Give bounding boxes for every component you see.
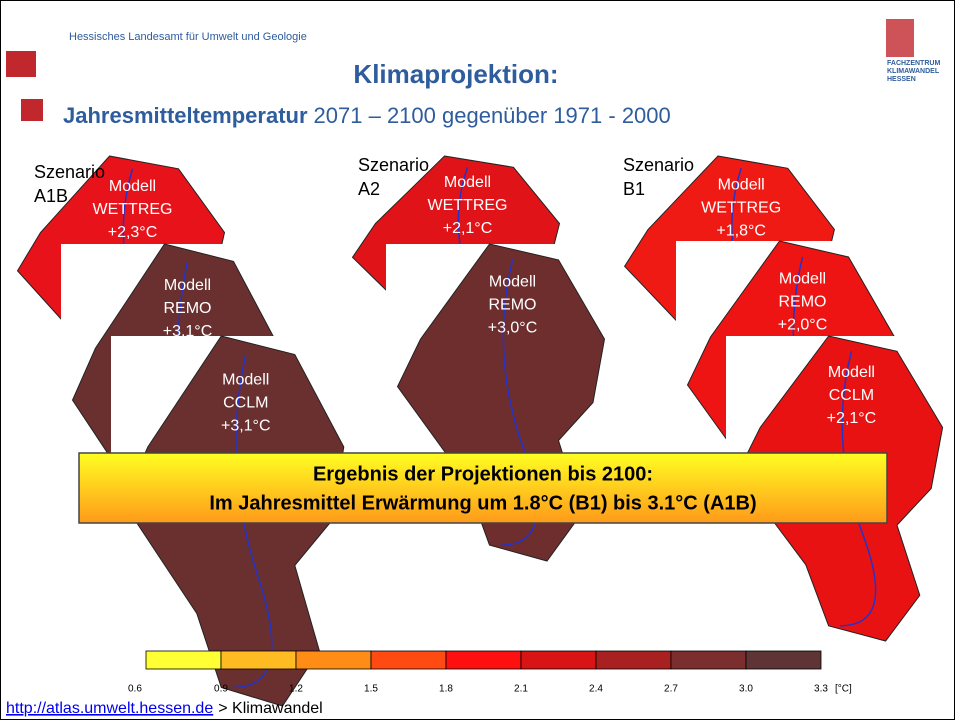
footer-link[interactable]: http://atlas.umwelt.hessen.de (6, 700, 213, 717)
colorbar-unit: [°C] (835, 684, 852, 695)
model-value: +3,1°C (221, 418, 271, 435)
model-value: +2,3°C (108, 224, 158, 241)
model-prefix: Modell (489, 273, 536, 290)
deco-square (6, 51, 36, 77)
colorbar-segment (596, 651, 671, 669)
model-value: +1,8°C (716, 223, 766, 240)
scenario-label: A2 (358, 179, 380, 199)
colorbar-tick: 1.5 (364, 684, 378, 695)
org-name: Hessisches Landesamt für Umwelt und Geol… (69, 31, 307, 43)
model-value: +2,1°C (443, 220, 493, 237)
model-name: CCLM (829, 387, 874, 404)
colorbar-tick: 2.4 (589, 684, 603, 695)
subtitle-rest: 2071 – 2100 gegenüber 1971 - 2000 (314, 103, 671, 128)
colorbar-tick: 2.1 (514, 684, 528, 695)
scenario-label: Szenario (358, 155, 429, 175)
subtitle-bold: Jahresmitteltemperatur (63, 103, 308, 128)
colorbar-segment (746, 651, 821, 669)
colorbar-tick: 0.9 (214, 684, 228, 695)
logo-text: HESSEN (887, 76, 916, 83)
model-prefix: Modell (109, 178, 156, 195)
model-prefix: Modell (164, 277, 211, 294)
colorbar-segment (221, 651, 296, 669)
model-name: REMO (164, 300, 212, 317)
model-value: +3,0°C (488, 319, 538, 336)
logo-map (886, 19, 914, 57)
slide-canvas: Hessisches Landesamt für Umwelt und Geol… (1, 1, 954, 719)
colorbar-tick: 3.3 (814, 684, 828, 695)
model-name: WETTREG (428, 197, 508, 214)
result-line: Ergebnis der Projektionen bis 2100: (313, 463, 653, 485)
logo-text: FACHZENTRUM (887, 60, 940, 67)
colorbar-segment (446, 651, 521, 669)
model-prefix: Modell (222, 372, 269, 389)
colorbar-tick: 3.0 (739, 684, 753, 695)
model-name: WETTREG (701, 200, 781, 217)
colorbar-tick: 1.8 (439, 684, 453, 695)
model-name: REMO (779, 294, 827, 311)
model-prefix: Modell (779, 271, 826, 288)
deco-square (21, 99, 43, 121)
slide: Hessisches Landesamt für Umwelt und Geol… (0, 0, 955, 720)
logo-text: KLIMAWANDEL (887, 68, 940, 75)
footer: http://atlas.umwelt.hessen.de > Klimawand… (6, 700, 323, 717)
colorbar-tick: 1.2 (289, 684, 303, 695)
footer-text: > Klimawandel (218, 700, 323, 717)
model-name: CCLM (223, 395, 268, 412)
model-value: +2,1°C (827, 410, 877, 427)
colorbar-segment (671, 651, 746, 669)
result-line: Im Jahresmittel Erwärmung um 1.8°C (B1) … (209, 492, 756, 514)
colorbar-segment (521, 651, 596, 669)
model-name: WETTREG (93, 201, 173, 218)
colorbar-segment (296, 651, 371, 669)
scenario-label: Szenario (623, 155, 694, 175)
scenario-label: A1B (34, 186, 68, 206)
model-prefix: Modell (718, 177, 765, 194)
model-value: +2,0°C (778, 317, 828, 334)
model-name: REMO (489, 296, 537, 313)
colorbar-tick: 0.6 (128, 684, 142, 695)
colorbar-segment (371, 651, 446, 669)
colorbar-segment (146, 651, 221, 669)
model-prefix: Modell (828, 364, 875, 381)
scenario-label: Szenario (34, 162, 105, 182)
title: Klimaprojektion: (353, 59, 558, 89)
model-prefix: Modell (444, 174, 491, 191)
colorbar-tick: 2.7 (664, 684, 678, 695)
logo: FACHZENTRUM KLIMAWANDEL HESSEN (886, 19, 940, 83)
scenario-label: B1 (623, 179, 645, 199)
